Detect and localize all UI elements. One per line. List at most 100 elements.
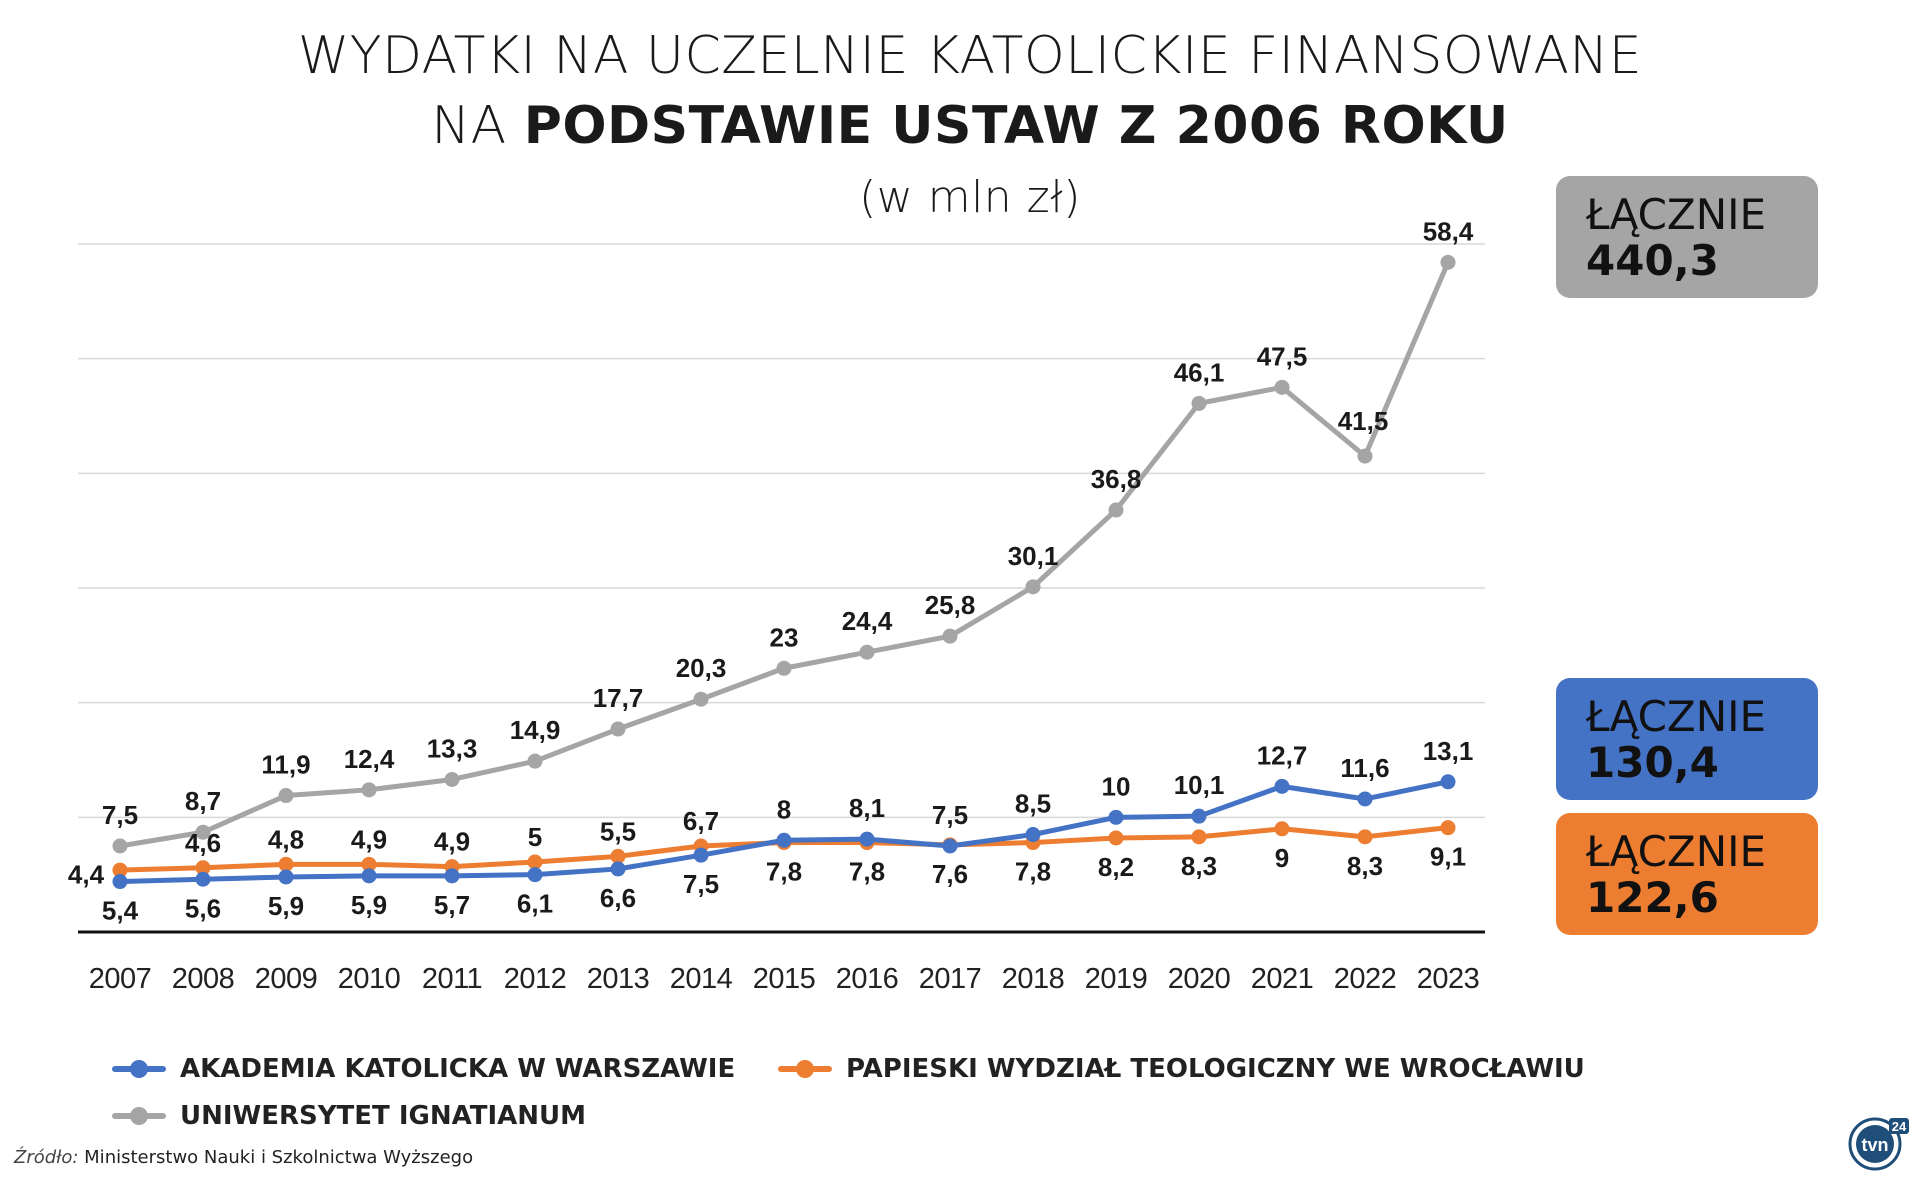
data-point xyxy=(195,871,211,887)
data-point xyxy=(1025,579,1041,595)
data-point xyxy=(776,660,792,676)
data-point xyxy=(1108,502,1124,518)
data-label: 8 xyxy=(777,794,791,824)
data-point xyxy=(1274,379,1290,395)
logo-badge-text: 24 xyxy=(1892,1119,1907,1134)
data-label: 8,1 xyxy=(849,793,885,823)
x-tick-label: 2007 xyxy=(89,963,152,995)
data-point xyxy=(610,721,626,737)
title-prefix: NA xyxy=(431,96,524,156)
data-label: 4,8 xyxy=(268,824,304,854)
data-point xyxy=(195,824,211,840)
data-label: 58,4 xyxy=(1423,216,1474,246)
x-tick-label: 2016 xyxy=(836,963,899,995)
data-point xyxy=(1357,791,1373,807)
data-label: 7,5 xyxy=(932,800,968,830)
data-label: 30,1 xyxy=(1008,541,1059,571)
data-label: 5,5 xyxy=(600,816,636,846)
data-label: 4,4 xyxy=(68,860,105,890)
data-point xyxy=(278,856,294,872)
data-label: 14,9 xyxy=(510,715,561,745)
data-label: 8,7 xyxy=(185,786,221,816)
total-value: 130,4 xyxy=(1586,738,1719,787)
x-tick-label: 2019 xyxy=(1085,963,1148,995)
data-label: 41,5 xyxy=(1338,406,1389,436)
data-label: 46,1 xyxy=(1174,357,1225,387)
total-box-papieski: ŁĄCZNIE 122,6 xyxy=(1556,813,1818,935)
data-label: 12,7 xyxy=(1257,740,1308,770)
logo-text: tvn xyxy=(1862,1135,1889,1155)
title-bold: PODSTAWIE USTAW Z 2006 ROKU xyxy=(523,96,1509,156)
data-point xyxy=(1191,808,1207,824)
data-point xyxy=(444,771,460,787)
data-label: 6,6 xyxy=(600,883,636,913)
data-point xyxy=(859,831,875,847)
data-label: 7,8 xyxy=(849,857,885,887)
legend-swatch-blue xyxy=(112,1054,166,1084)
legend-item-ignatianum: UNIWERSYTET IGNATIANUM xyxy=(112,1101,586,1131)
data-label: 7,6 xyxy=(932,859,968,889)
data-point xyxy=(1025,827,1041,843)
data-label: 8,5 xyxy=(1015,789,1051,819)
data-point xyxy=(444,868,460,884)
data-point xyxy=(693,847,709,863)
data-point xyxy=(1274,778,1290,794)
data-label: 24,4 xyxy=(842,606,893,636)
data-label: 4,9 xyxy=(351,824,387,854)
data-point xyxy=(942,838,958,854)
data-point xyxy=(278,788,294,804)
line-chart: 2007 2008 2009 2010 2011 2012 2013 2014 2015 2016… xyxy=(68,216,1485,995)
data-point xyxy=(942,628,958,644)
series-line xyxy=(119,261,1451,849)
data-label: 4,6 xyxy=(185,828,221,858)
x-tick-label: 2013 xyxy=(587,963,650,995)
data-label: 7,8 xyxy=(766,857,802,887)
data-label: 6,1 xyxy=(517,889,553,919)
data-label: 5,6 xyxy=(185,893,221,923)
x-tick-label: 2017 xyxy=(919,963,982,995)
total-label: ŁĄCZNIE xyxy=(1586,190,1767,239)
data-label: 9,1 xyxy=(1430,842,1466,872)
chart-title-line-2: NA PODSTAWIE USTAW Z 2006 ROKU xyxy=(0,96,1920,156)
total-value: 122,6 xyxy=(1586,873,1719,922)
data-label: 5,9 xyxy=(268,891,304,921)
data-label: 13,1 xyxy=(1423,736,1474,766)
tvn24-logo-icon: tvn 24 xyxy=(1848,1117,1909,1171)
legend-item-akademia: AKADEMIA KATOLICKA W WARSZAWIE xyxy=(112,1054,735,1084)
data-label: 6,7 xyxy=(683,806,719,836)
x-tick-label: 2023 xyxy=(1417,963,1480,995)
data-point xyxy=(527,867,543,883)
legend-swatch-grey xyxy=(112,1101,166,1131)
data-label: 9 xyxy=(1275,843,1289,873)
legend-swatch-orange xyxy=(778,1054,832,1084)
data-point xyxy=(1274,821,1290,837)
legend-label: UNIWERSYTET IGNATIANUM xyxy=(180,1101,586,1131)
data-point xyxy=(693,691,709,707)
data-point xyxy=(1357,829,1373,845)
total-box-ignatianum: ŁĄCZNIE 440,3 xyxy=(1556,176,1818,298)
data-label: 17,7 xyxy=(593,683,644,713)
data-label: 20,3 xyxy=(676,653,727,683)
data-point xyxy=(278,869,294,885)
x-tick-label: 2010 xyxy=(338,963,401,995)
data-label: 8,3 xyxy=(1347,851,1383,881)
chart-title-line-1: WYDATKI NA UCZELNIE KATOLICKIE FINANSOWA… xyxy=(297,26,1643,86)
data-label: 36,8 xyxy=(1091,464,1142,494)
data-point xyxy=(1440,254,1456,270)
data-point xyxy=(361,782,377,798)
data-point xyxy=(1440,774,1456,790)
data-label: 10 xyxy=(1102,771,1131,801)
data-label: 12,4 xyxy=(344,744,395,774)
data-point xyxy=(1191,829,1207,845)
data-label: 23 xyxy=(770,622,799,652)
legend-item-papieski: PAPIESKI WYDZIAŁ TEOLOGICZNY WE WROCŁAWI… xyxy=(778,1054,1585,1084)
data-label: 11,9 xyxy=(261,750,310,780)
x-tick-label: 2015 xyxy=(753,963,816,995)
x-tick-label: 2011 xyxy=(422,963,482,995)
data-label: 13,3 xyxy=(427,733,478,763)
data-point xyxy=(527,753,543,769)
x-tick-label: 2020 xyxy=(1168,963,1231,995)
data-point xyxy=(361,868,377,884)
x-tick-label: 2014 xyxy=(670,963,733,995)
data-label: 8,2 xyxy=(1098,852,1134,882)
